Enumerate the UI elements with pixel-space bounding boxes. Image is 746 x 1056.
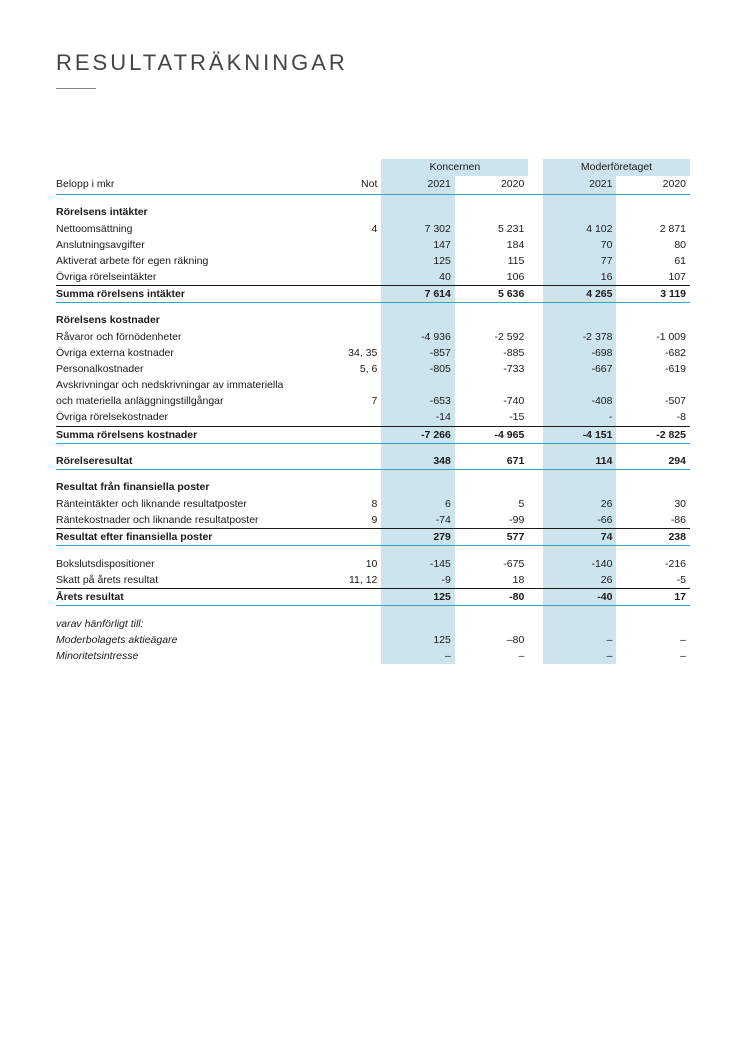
unit-label: Belopp i mkr xyxy=(56,176,329,195)
table-row: Personalkostnader5, 6 -805-733 -667-619 xyxy=(56,361,690,377)
table-row: Anslutningsavgifter 147184 7080 xyxy=(56,237,690,253)
table-row: Ränteintäkter och liknande resultatposte… xyxy=(56,496,690,512)
table-row: Övriga rörelsekostnader -14-15 --8 xyxy=(56,409,690,426)
table-row: Avskrivningar och nedskrivningar av imma… xyxy=(56,377,690,393)
table-row: Skatt på årets resultat11, 12 -918 26-5 xyxy=(56,572,690,589)
section-financial: Resultat från finansiella poster xyxy=(56,470,690,496)
attributable-header: varav hänförligt till: xyxy=(56,616,690,632)
table-row: Övriga externa kostnader34, 35 -857-885 … xyxy=(56,345,690,361)
column-header-row: Belopp i mkr Not 2021 2020 2021 2020 xyxy=(56,176,690,195)
year-k21: 2021 xyxy=(381,176,454,195)
table-row: Moderbolagets aktieägare 125–80 –– xyxy=(56,632,690,648)
group-koncernen: Koncernen xyxy=(381,159,528,176)
title-rule xyxy=(56,88,96,89)
year-k20: 2020 xyxy=(455,176,528,195)
sum-costs-row: Summa rörelsens kostnader -7 266-4 965 -… xyxy=(56,426,690,443)
year-result-row: Årets resultat 125-80 -4017 xyxy=(56,588,690,605)
year-m21: 2021 xyxy=(543,176,616,195)
result-after-financial-row: Resultat efter finansiella poster 279577… xyxy=(56,528,690,545)
table-row: Råvaror och förnödenheter -4 936-2 592 -… xyxy=(56,329,690,345)
group-moderforetaget: Moderföretaget xyxy=(543,159,690,176)
table-row: Bokslutsdispositioner10 -145-675 -140-21… xyxy=(56,556,690,572)
table-row: Minoritetsintresse –– –– xyxy=(56,648,690,664)
table-row: Nettoomsättning 4 7 3025 231 4 1022 871 xyxy=(56,221,690,237)
sum-revenues-row: Summa rörelsens intäkter 7 6145 636 4 26… xyxy=(56,286,690,303)
page-title: RESULTATRÄKNINGAR xyxy=(56,50,690,76)
table-row: Övriga rörelseintäkter 40106 16107 xyxy=(56,269,690,286)
income-statement-table: Koncernen Moderföretaget Belopp i mkr No… xyxy=(56,159,690,664)
section-revenues: Rörelsens intäkter xyxy=(56,195,690,221)
table-row: Aktiverat arbete för egen räkning 125115… xyxy=(56,253,690,269)
table-row: Räntekostnader och liknande resultatpost… xyxy=(56,512,690,529)
group-header-row: Koncernen Moderföretaget xyxy=(56,159,690,176)
not-header: Not xyxy=(329,176,381,195)
year-m20: 2020 xyxy=(616,176,690,195)
operating-result-row: Rörelseresultat 348671 114294 xyxy=(56,453,690,470)
table-row: och materiella anläggningstillgångar7 -6… xyxy=(56,393,690,409)
section-costs: Rörelsens kostnader xyxy=(56,303,690,329)
